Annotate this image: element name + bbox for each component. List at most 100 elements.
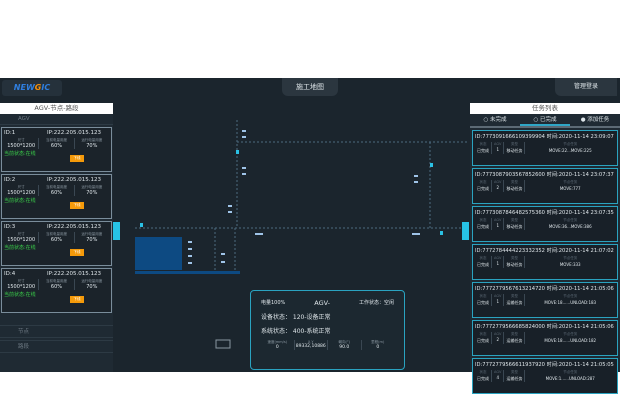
current-battery: 60%	[50, 143, 63, 149]
label: 状态	[479, 142, 487, 146]
run-battery: 70%	[86, 237, 98, 243]
agv-size: 1500*1200	[7, 143, 36, 149]
label: 类型	[510, 332, 518, 336]
info-value: 90.0	[339, 345, 350, 350]
label: AGV	[494, 294, 502, 298]
tab-completed[interactable]: ○ 已完成	[520, 114, 570, 126]
map-node	[242, 173, 246, 175]
map-node	[221, 261, 225, 263]
agv-size: 1500*1200	[7, 284, 36, 290]
label: 运行电量用度	[81, 279, 103, 283]
task-header: ID:7773087846482575360 时间:2020-11-14 23:…	[475, 210, 614, 216]
node-group-toggle[interactable]: 节点	[0, 325, 113, 338]
offline-button[interactable]: 下线	[70, 202, 84, 209]
map-node	[188, 262, 192, 264]
task-item[interactable]: ID:7772779567613214720 时间:2020-11-14 21:…	[472, 282, 618, 318]
info-value: 89332,10886	[295, 344, 326, 349]
label: 节点任务	[563, 370, 578, 374]
task-agv: 1	[496, 223, 499, 228]
run-battery: 70%	[86, 284, 98, 290]
task-agv: 1	[496, 261, 499, 266]
task-type: 移动任务	[506, 224, 523, 229]
map-node	[228, 205, 232, 207]
map-node	[414, 175, 418, 177]
label: 朝向(°)	[338, 340, 350, 344]
app: NEWGIC 施工地图 管理登录 AGV-节点-路段 AGV ID:1 IP:22…	[0, 78, 620, 394]
agv-card[interactable]: ID:2 IP:222.205.015.123 尺寸 1500*1200 当前电量用度…	[1, 174, 112, 219]
label: 里程(m)	[371, 340, 385, 344]
label: AGV	[494, 142, 502, 146]
task-item[interactable]: ID:7772779566611937920 时间:2020-11-14 21:…	[472, 358, 618, 394]
map-node	[188, 255, 192, 257]
task-status: 已完成	[477, 148, 489, 153]
task-item[interactable]: ID:7773091666109399904 时间:2020-11-14 23:…	[472, 130, 618, 166]
label: 运行电量用度	[81, 232, 103, 236]
map-node	[255, 233, 263, 235]
task-item[interactable]: ID:7773087846482575360 时间:2020-11-14 23:…	[472, 206, 618, 242]
agv-group-toggle[interactable]: AGV	[0, 114, 113, 125]
task-item[interactable]: ID:7772779566685824000 时间:2020-11-14 21:…	[472, 320, 618, 356]
agv-card[interactable]: ID:1 IP:222.205.015.123 尺寸 1500*1200 当前电量用度…	[1, 127, 112, 172]
left-panel-collapse-handle[interactable]	[113, 222, 120, 240]
task-type: 运输任务	[506, 376, 523, 381]
label: 节点任务	[563, 218, 578, 222]
label: 当前电量用度	[45, 232, 67, 236]
map-canvas[interactable]	[0, 78, 620, 372]
agv-id: ID:4	[4, 271, 16, 277]
agv-info-panel: 电量100% AGV- 工作状态：空闲 设备状态： 120-设备正常 系统状态： 4…	[250, 290, 405, 370]
task-nodes: MOVE:36...MOVE:386	[548, 224, 592, 229]
tab-incomplete[interactable]: ○ 未完成	[483, 117, 507, 123]
agv-size: 1500*1200	[7, 237, 36, 243]
offline-button[interactable]: 下线	[70, 249, 84, 256]
label: 状态	[479, 370, 487, 374]
tab-add-task[interactable]: ● 添加任务	[580, 117, 610, 123]
map-node	[140, 223, 143, 227]
label: X,Y	[307, 340, 314, 344]
map-node	[228, 211, 232, 213]
label: 尺寸	[17, 138, 25, 142]
map-node	[188, 248, 192, 250]
task-nodes: MOVE:18......UNLOAD:182	[544, 338, 597, 343]
label: AGV	[494, 332, 502, 336]
agv-status: 当前状态:在线	[4, 292, 36, 298]
task-header: ID:7772784444223332352 时间:2020-11-14 21:…	[475, 248, 614, 254]
right-panel-collapse-handle[interactable]	[462, 222, 469, 240]
label: 状态	[479, 180, 487, 184]
offline-button[interactable]: 下线	[70, 155, 84, 162]
label: 类型	[510, 256, 518, 260]
current-battery: 60%	[50, 284, 63, 290]
task-item[interactable]: ID:7772784444223332352 时间:2020-11-14 21:…	[472, 244, 618, 280]
label: 节点任务	[563, 332, 578, 336]
label: 类型	[510, 370, 518, 374]
agv-size: 1500*1200	[7, 190, 36, 196]
task-header: ID:7772779566685824000 时间:2020-11-14 21:…	[475, 324, 614, 330]
label: AGV	[494, 256, 502, 260]
label: 状态	[479, 218, 487, 222]
map-node	[242, 136, 246, 138]
info-value: 0	[376, 345, 380, 350]
map-node	[412, 233, 420, 235]
label: 状态	[479, 294, 487, 298]
task-type: 运输任务	[506, 338, 523, 343]
task-nodes: MOVE:1......UNLOAD:287	[545, 376, 595, 381]
segment-group-toggle[interactable]: 路段	[0, 340, 113, 353]
battery: 电量100%	[261, 300, 286, 306]
run-battery: 70%	[86, 143, 98, 149]
agv-status: 当前状态:在线	[4, 151, 36, 157]
agv-ip: IP:222.205.015.123	[46, 130, 101, 136]
map-node	[430, 163, 433, 167]
admin-login-button[interactable]: 管理登录	[555, 78, 617, 96]
panel-title: AGV-节点-路段	[0, 103, 113, 114]
panel-title: 任务列表	[470, 103, 620, 114]
task-header: ID:7773087903567852600 时间:2020-11-14 23:…	[475, 172, 614, 178]
task-item[interactable]: ID:7773087903567852600 时间:2020-11-14 23:…	[472, 168, 618, 204]
device-status: 设备状态： 120-设备正常	[261, 314, 331, 321]
offline-button[interactable]: 下线	[70, 296, 84, 303]
system-status: 系统状态： 400-系统正常	[261, 328, 331, 335]
task-nodes: MOVE:333	[559, 262, 581, 267]
label: 速度(mm/s)	[267, 340, 288, 344]
task-type: 移动任务	[506, 262, 523, 267]
agv-card[interactable]: ID:4 IP:222.205.015.123 尺寸 1500*1200 当前电量用度…	[1, 268, 112, 313]
agv-card[interactable]: ID:3 IP:222.205.015.123 尺寸 1500*1200 当前电量用度…	[1, 221, 112, 266]
map-title: 施工地图	[282, 78, 338, 96]
